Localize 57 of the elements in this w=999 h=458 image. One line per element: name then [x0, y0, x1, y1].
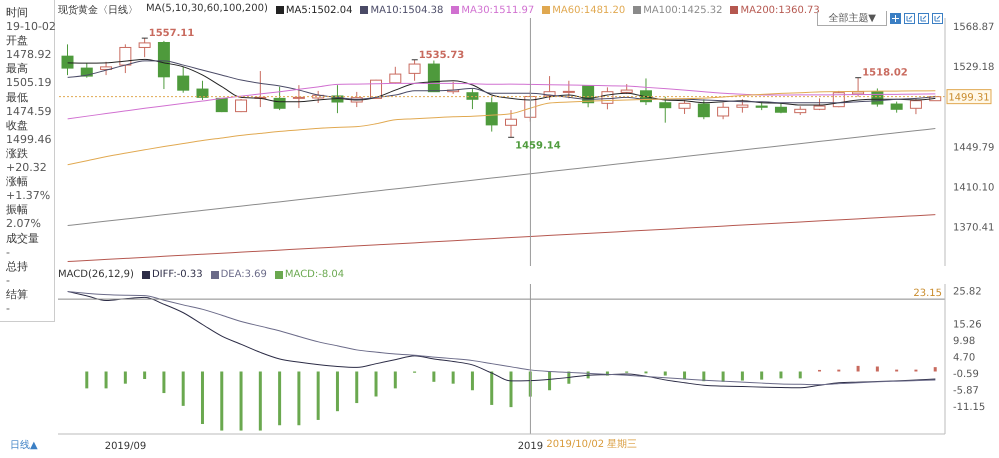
y-tick-label: 9.98 [953, 336, 976, 347]
text: 总持 [6, 260, 29, 274]
text: 2.07% [6, 217, 42, 232]
ref-line-label: 23.15 [913, 288, 942, 300]
text: 结算 [6, 288, 29, 302]
text: - [6, 274, 11, 288]
ref-line-label: 2019/10/02 星期三 [546, 438, 638, 450]
y-tick-label: 1529.18 [953, 62, 994, 73]
text: 日线▲ [10, 438, 38, 452]
annotation: 全部主题▼ [828, 13, 876, 24]
legend-label: MA5:1502.04 [284, 4, 352, 17]
y-tick-label: 1568.87 [953, 22, 994, 33]
y-tick-label: -11.15 [953, 402, 986, 413]
text: 开盘 [6, 34, 29, 48]
legend-label: DIFF:-0.33 [150, 269, 203, 280]
text: - [6, 302, 11, 316]
y-tick-label: -5.87 [953, 385, 979, 396]
legend-label: MA10:1504.38 [369, 4, 444, 17]
text: +1.37% [6, 189, 52, 204]
x-tick-label: 2019 [518, 441, 544, 452]
chart-title: MACD(26,12,9) [58, 269, 134, 280]
text: 最低 [6, 90, 29, 105]
y-tick-label: 25.82 [953, 286, 982, 298]
y-tick-label: 1370.41 [953, 222, 994, 234]
y-tick-label: 1410.10 [953, 182, 994, 194]
legend-label: DEA:3.69 [220, 269, 267, 280]
text: 19-10-02 [6, 20, 56, 34]
x-tick-label: 2019/09 [104, 441, 146, 452]
legend-label: MACD:-8.04 [284, 269, 344, 280]
text: 成交量 [6, 232, 40, 246]
text: 1478.92 [6, 48, 52, 62]
chart-subtitle: MA(5,10,30,60,100,200) [146, 3, 268, 16]
chart-title: 现货黄金〈日线〉 [58, 4, 138, 17]
y-tick-label: -0.59 [953, 368, 979, 380]
ref-line-label: 1499.31 [948, 92, 990, 104]
legend-label: MA60:1481.20 [551, 4, 626, 17]
text: 最高 [6, 62, 29, 76]
annotation: 1459.14 [515, 140, 561, 152]
annotation: 1557.11 [148, 28, 194, 40]
legend-label: MA30:1511.97 [460, 4, 534, 17]
legend-label: MA100:1425.32 [642, 4, 722, 17]
legend-label: MA200:1360.73 [739, 4, 820, 17]
y-tick-label: 1449.79 [953, 142, 994, 154]
text: 收盘 [6, 118, 29, 133]
text: 涨幅 [6, 175, 29, 190]
text: 涨跌 [6, 146, 29, 162]
text: 时间 [6, 6, 29, 20]
text: 振幅 [6, 203, 29, 218]
text: 1499.46 [6, 132, 52, 147]
y-tick-label: 4.70 [953, 352, 976, 364]
text: - [6, 246, 11, 260]
y-tick-label: 15.26 [953, 319, 982, 330]
text: 1505.19 [6, 76, 52, 91]
text: +20.32 [6, 161, 48, 176]
text: 1474.59 [6, 104, 52, 119]
annotation: 1535.73 [418, 50, 464, 61]
annotation: 1518.02 [862, 68, 908, 79]
